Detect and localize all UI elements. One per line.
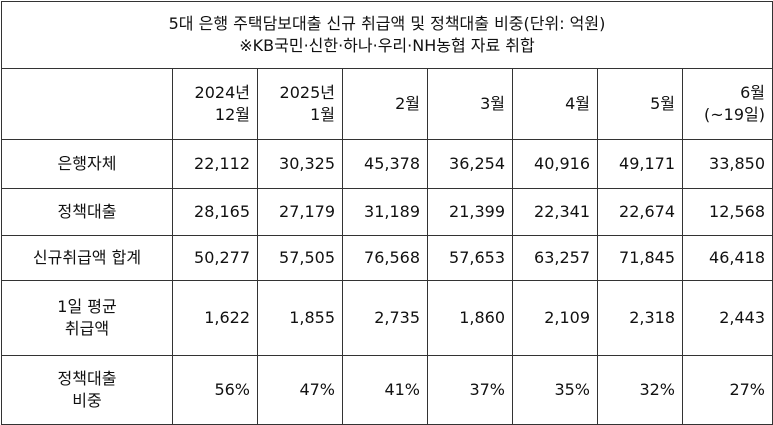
column-header: 2025년 1월 [257, 68, 343, 140]
table-title: 5대 은행 주택담보대출 신규 취급액 및 정책대출 비중(단위: 억원) ※K… [1, 1, 773, 69]
table-cell: 41% [342, 355, 428, 425]
table-row: 1일 평균 취급액 1,622 1,855 2,735 1,860 2,109 2… [1, 280, 773, 356]
table-cell: 50,277 [172, 235, 258, 281]
table-cell: 22,112 [172, 139, 258, 189]
table-cell: 27% [682, 355, 773, 425]
table-cell: 56% [172, 355, 258, 425]
table-cell: 57,653 [427, 235, 513, 281]
table-cell: 36,254 [427, 139, 513, 189]
table-cell: 76,568 [342, 235, 428, 281]
table-cell: 30,325 [257, 139, 343, 189]
table-cell: 33,850 [682, 139, 773, 189]
row-label: 신규취급액 합계 [1, 235, 173, 281]
table-cell: 2,735 [342, 280, 428, 356]
table-cell: 45,378 [342, 139, 428, 189]
table-cell: 12,568 [682, 188, 773, 236]
table-cell: 35% [512, 355, 598, 425]
header-row: 2024년 12월 2025년 1월 2월 3월 4월 5월 6월 (~19일) [1, 68, 773, 140]
table-cell: 37% [427, 355, 513, 425]
table-cell: 27,179 [257, 188, 343, 236]
table-row: 신규취급액 합계 50,277 57,505 76,568 57,653 63,… [1, 235, 773, 281]
table-cell: 28,165 [172, 188, 258, 236]
header-corner-cell [1, 68, 173, 140]
table-cell: 2,318 [597, 280, 683, 356]
table-cell: 1,860 [427, 280, 513, 356]
table-row: 정책대출 비중 56% 47% 41% 37% 35% 32% 27% [1, 355, 773, 425]
column-header: 6월 (~19일) [682, 68, 773, 140]
table-row: 정책대출 28,165 27,179 31,189 21,399 22,341 … [1, 188, 773, 236]
row-label: 1일 평균 취급액 [1, 280, 173, 356]
table-cell: 63,257 [512, 235, 598, 281]
row-label: 정책대출 [1, 188, 173, 236]
table-cell: 71,845 [597, 235, 683, 281]
table-title-main: 5대 은행 주택담보대출 신규 취급액 및 정책대출 비중(단위: 억원) [168, 14, 606, 33]
table-cell: 21,399 [427, 188, 513, 236]
column-header: 5월 [597, 68, 683, 140]
column-header: 2월 [342, 68, 428, 140]
table-cell: 2,109 [512, 280, 598, 356]
column-header: 3월 [427, 68, 513, 140]
row-label: 정책대출 비중 [1, 355, 173, 425]
table-row: 은행자체 22,112 30,325 45,378 36,254 40,916 … [1, 139, 773, 189]
table-cell: 2,443 [682, 280, 773, 356]
table-cell: 1,622 [172, 280, 258, 356]
table-cell: 49,171 [597, 139, 683, 189]
row-label: 은행자체 [1, 139, 173, 189]
table-title-source-note: ※KB국민·신한·하나·우리·NH농협 자료 취합 [239, 36, 535, 55]
table-cell: 46,418 [682, 235, 773, 281]
table-cell: 1,855 [257, 280, 343, 356]
table-cell: 40,916 [512, 139, 598, 189]
column-header: 2024년 12월 [172, 68, 258, 140]
table-cell: 31,189 [342, 188, 428, 236]
column-header: 4월 [512, 68, 598, 140]
table-cell: 57,505 [257, 235, 343, 281]
table-cell: 32% [597, 355, 683, 425]
table-cell: 47% [257, 355, 343, 425]
table-cell: 22,341 [512, 188, 598, 236]
table-cell: 22,674 [597, 188, 683, 236]
